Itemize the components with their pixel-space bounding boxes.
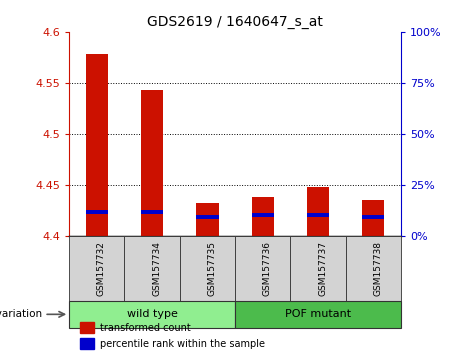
Bar bbox=[307, 187, 329, 236]
Text: GSM157736: GSM157736 bbox=[263, 241, 272, 296]
Bar bbox=[235, 301, 401, 327]
Bar bbox=[235, 236, 290, 301]
Text: GSM157732: GSM157732 bbox=[97, 241, 106, 296]
Bar bbox=[362, 215, 384, 219]
Bar bbox=[86, 210, 108, 215]
Bar bbox=[290, 236, 346, 301]
Text: GSM157734: GSM157734 bbox=[152, 241, 161, 296]
Text: GSM157737: GSM157737 bbox=[318, 241, 327, 296]
Text: wild type: wild type bbox=[127, 309, 177, 319]
Bar bbox=[86, 54, 108, 236]
Bar bbox=[362, 200, 384, 236]
Text: POF mutant: POF mutant bbox=[285, 309, 351, 319]
Bar bbox=[346, 236, 401, 301]
Bar bbox=[180, 236, 235, 301]
Bar bbox=[252, 213, 274, 217]
Text: percentile rank within the sample: percentile rank within the sample bbox=[100, 338, 265, 349]
Bar bbox=[307, 213, 329, 217]
Text: GSM157738: GSM157738 bbox=[373, 241, 383, 296]
Bar bbox=[69, 236, 124, 301]
Bar bbox=[69, 301, 235, 327]
Text: genotype/variation: genotype/variation bbox=[0, 309, 42, 319]
Bar bbox=[80, 338, 94, 349]
Bar bbox=[80, 322, 94, 333]
Bar bbox=[141, 210, 163, 215]
Text: GSM157735: GSM157735 bbox=[207, 241, 217, 296]
Bar bbox=[196, 203, 219, 236]
Bar bbox=[124, 236, 180, 301]
Bar bbox=[252, 197, 274, 236]
Text: transformed count: transformed count bbox=[100, 322, 190, 332]
Title: GDS2619 / 1640647_s_at: GDS2619 / 1640647_s_at bbox=[147, 16, 323, 29]
Bar bbox=[141, 90, 163, 236]
Bar bbox=[196, 215, 219, 219]
